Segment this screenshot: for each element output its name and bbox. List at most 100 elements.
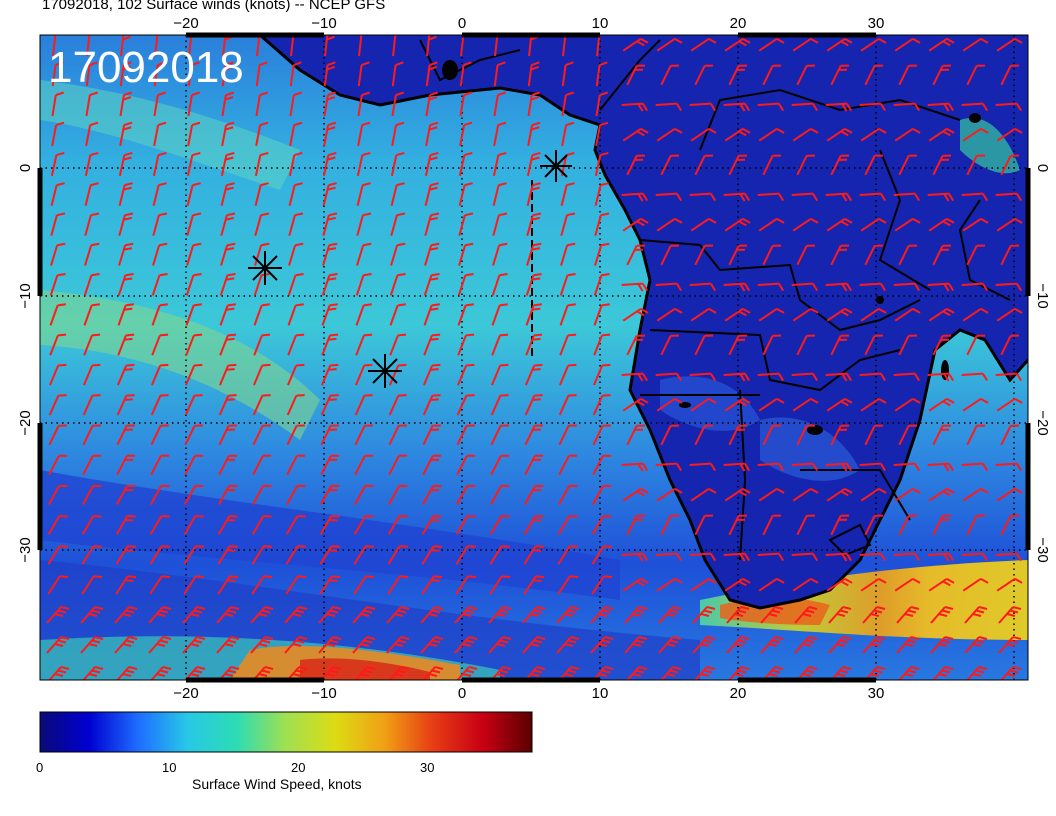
wind-barb [356, 182, 371, 207]
wind-barb [592, 424, 611, 446]
wind-barb [898, 334, 917, 356]
wind-barb [792, 37, 819, 52]
wind-barb [285, 545, 306, 565]
wind-barb [421, 545, 442, 565]
wind-barb [966, 514, 985, 536]
wind-barb [184, 424, 203, 446]
wind-barb [830, 424, 849, 446]
wind-barb [252, 666, 274, 680]
wind-barb [153, 61, 166, 87]
wind-barb [626, 514, 645, 536]
wind-barb [491, 363, 509, 386]
wind-barb [724, 307, 751, 322]
wind-barb [49, 333, 67, 356]
wind-barb [894, 487, 921, 502]
wind-barb [289, 61, 302, 87]
wind-barb [724, 397, 751, 412]
wind-barb [356, 242, 372, 266]
wind-barb [493, 121, 507, 147]
wind-barb [622, 217, 649, 232]
wind-barb [728, 514, 747, 536]
wind-barb [559, 303, 576, 326]
lat-label-right: −20 [1034, 410, 1051, 435]
wind-barb [150, 424, 169, 446]
wind-barb [894, 397, 921, 412]
wind-barb [932, 154, 951, 176]
wind-barb [961, 552, 988, 562]
wind-barb [962, 127, 989, 142]
wind-barb [84, 212, 100, 236]
wind-barb [757, 372, 784, 382]
wind-barb [253, 303, 270, 326]
wind-barb [392, 35, 404, 57]
wind-barb [184, 454, 204, 476]
wind-barb [149, 515, 170, 535]
wind-barb [762, 514, 781, 536]
colorbar-tick: 30 [420, 760, 435, 775]
wind-barb [864, 666, 886, 680]
wind-barb [284, 636, 308, 654]
wind-barb [723, 552, 750, 562]
wind-barb [253, 363, 271, 386]
wind-barb [456, 424, 475, 446]
lon-label-bottom: −20 [173, 685, 198, 700]
wind-barb [353, 515, 374, 535]
wind-barb [995, 552, 1022, 562]
lat-label-left: −20 [17, 410, 34, 435]
wind-barb [830, 154, 849, 176]
wind-barb [488, 606, 512, 624]
wind-barb [966, 334, 985, 356]
wind-barb [217, 515, 238, 535]
wind-barb [995, 372, 1022, 382]
wind-barb [118, 151, 133, 177]
wind-barb [457, 303, 474, 326]
wind-barb [82, 484, 102, 506]
wind-barb [389, 333, 407, 356]
wind-barb [898, 424, 917, 446]
wind-barb [322, 242, 338, 266]
wind-barb [459, 91, 473, 117]
wind-barb [961, 102, 988, 112]
wind-barb [621, 372, 648, 382]
wind-barb [796, 334, 815, 356]
wind-barb [690, 37, 717, 52]
wind-barb [557, 545, 578, 565]
wind-barb [655, 192, 682, 202]
wind-barb [794, 636, 818, 654]
wind-barb [188, 35, 200, 57]
wind-barb [489, 575, 511, 595]
wind-barb [898, 154, 917, 176]
wind-barb [221, 121, 235, 147]
lakes [442, 60, 981, 435]
wind-barb [624, 636, 648, 654]
lon-label-top: 0 [458, 15, 466, 32]
wind-barb [490, 484, 510, 506]
wind-barb [422, 484, 442, 506]
wind-barb [655, 462, 682, 472]
wind-barb [420, 606, 444, 624]
wind-barb [859, 282, 886, 292]
wind-barb [758, 127, 785, 142]
wind-barb [862, 636, 886, 654]
wind-barb [186, 182, 201, 207]
wind-barb [218, 666, 240, 680]
wind-barb [694, 244, 713, 266]
wind-barb [151, 333, 169, 356]
wind-barb [254, 182, 269, 207]
wind-barb [48, 454, 68, 476]
wind-barb [148, 636, 172, 654]
wind-barb [320, 454, 340, 476]
wind-barb [218, 424, 237, 446]
wind-barb [118, 182, 133, 207]
wind-barb [82, 394, 101, 416]
wind-barb [353, 575, 375, 595]
star-marker [368, 354, 402, 388]
wind-barb [996, 577, 1023, 592]
wind-barb [591, 575, 613, 595]
wind-barb [388, 394, 407, 416]
date-stamp: 17092018 [48, 43, 244, 92]
wind-barb [119, 61, 132, 87]
wind-barb [48, 484, 68, 506]
wind-barb [896, 606, 920, 624]
wind-barb [558, 484, 578, 506]
